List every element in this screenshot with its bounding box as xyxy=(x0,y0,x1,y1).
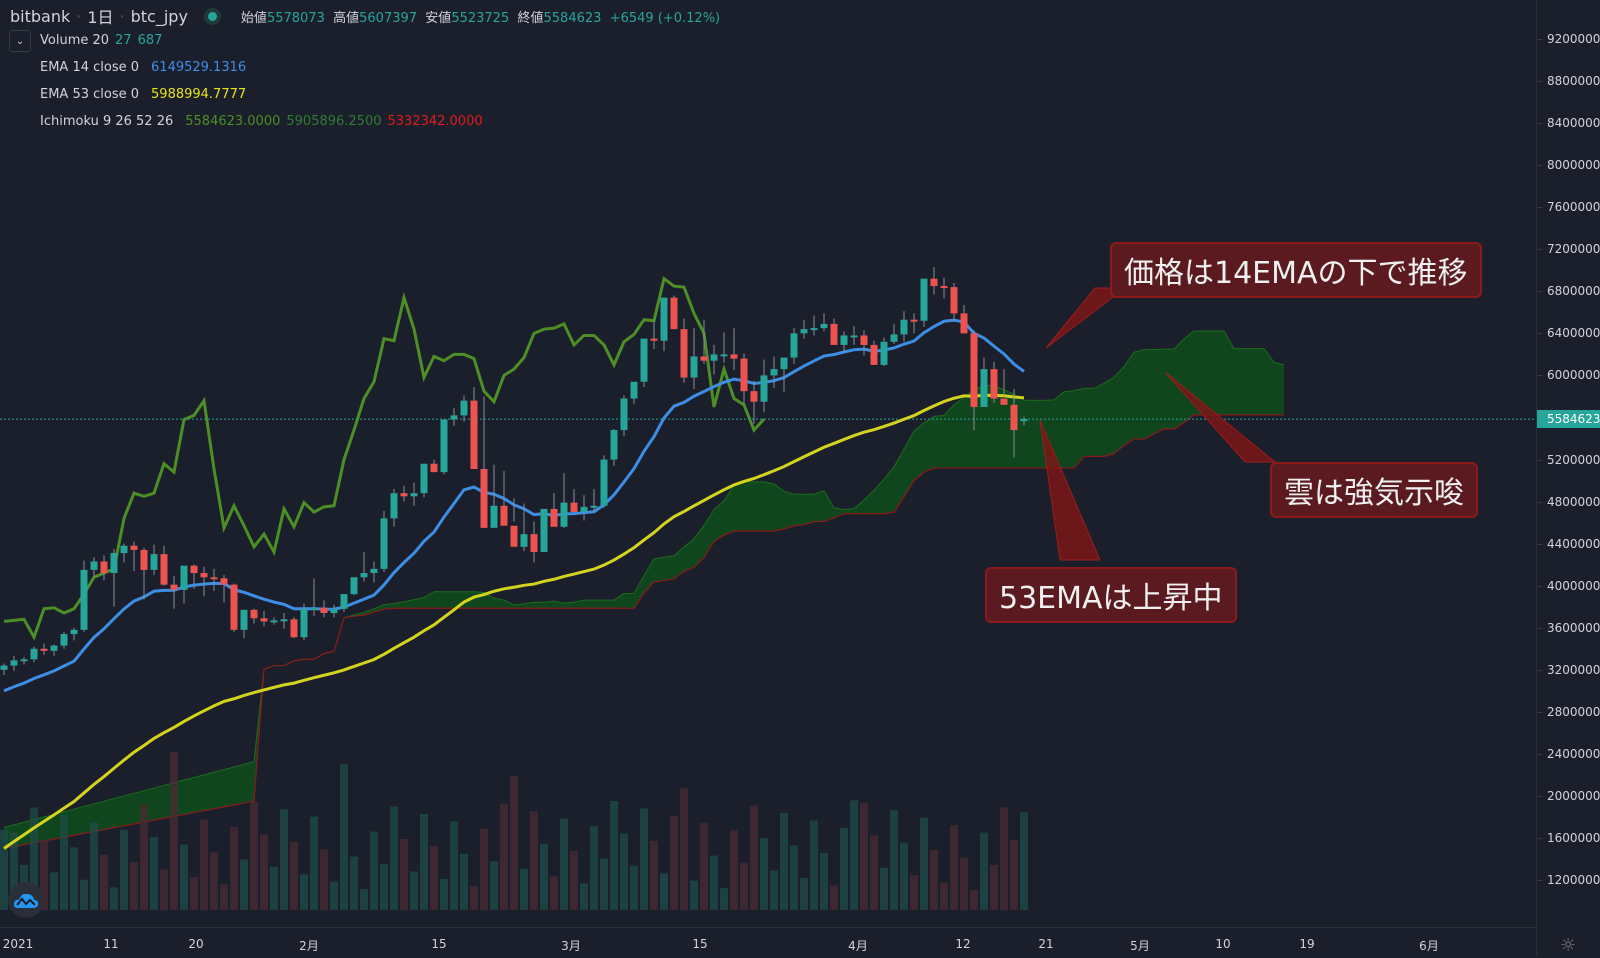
indicator-volume[interactable]: Volume 20 27 687 xyxy=(40,33,163,48)
indicator-ema53[interactable]: EMA 53 close 0 5988994.7777 xyxy=(40,87,247,102)
settings-gear-icon[interactable]: ☼ xyxy=(1560,935,1577,956)
indicator-ema14[interactable]: EMA 14 close 0 6149529.1316 xyxy=(40,60,247,75)
tradingview-logo[interactable] xyxy=(8,882,44,918)
price-tick: 1600000 xyxy=(1536,830,1600,845)
chart-canvas[interactable] xyxy=(0,0,1536,927)
ohlc-values: 始値5578073 高値5607397 安値5523725 終値5584623 … xyxy=(240,10,721,26)
price-tick: 1200000 xyxy=(1536,873,1600,888)
time-tick: 3月 xyxy=(561,939,581,953)
price-tick: 6400000 xyxy=(1536,326,1600,341)
price-tick: 7200000 xyxy=(1536,242,1600,257)
price-tick: 8400000 xyxy=(1536,116,1600,131)
symbol-row[interactable]: bitbank · 1日 · btc_jpy 始値5578073 高値56073… xyxy=(10,4,720,28)
price-tick: 5200000 xyxy=(1536,452,1600,467)
price-axis[interactable]: 9200000 8800000 8400000 8000000 7600000 72000… xyxy=(1536,0,1600,957)
change-value: +6549 (+0.12%) xyxy=(609,10,721,26)
price-tick: 9200000 xyxy=(1536,32,1600,46)
symbol-name[interactable]: btc_jpy xyxy=(130,6,188,26)
price-tick: 6000000 xyxy=(1536,368,1600,383)
cloud-logo-icon xyxy=(13,893,39,908)
time-tick: 20 xyxy=(188,937,204,951)
price-tick: 3200000 xyxy=(1536,662,1600,677)
time-tick: 19 xyxy=(1299,937,1315,951)
interval[interactable]: 1日 xyxy=(87,8,114,27)
exchange-name[interactable]: bitbank xyxy=(10,6,71,26)
time-tick: 12 xyxy=(955,937,971,951)
time-tick: 6月 xyxy=(1419,939,1439,953)
collapse-legend-button[interactable]: ⌄ xyxy=(9,30,31,52)
price-tick: 2400000 xyxy=(1536,746,1600,761)
price-tick: 8000000 xyxy=(1536,158,1600,173)
time-tick: 4月 xyxy=(848,939,868,953)
time-tick: 2021 xyxy=(2,937,34,951)
time-tick: 11 xyxy=(103,937,119,951)
time-tick: 15 xyxy=(692,937,708,951)
time-tick: 5月 xyxy=(1130,939,1150,953)
price-tick: 4400000 xyxy=(1536,536,1600,551)
price-tick: 4000000 xyxy=(1536,578,1600,593)
indicator-ichimoku[interactable]: Ichimoku 9 26 52 26 5584623.0000 5905896… xyxy=(40,114,483,129)
time-axis[interactable]: 2021 11 20 2月 15 3月 15 4月 12 21 5月 10 19 6月 xyxy=(0,927,1536,958)
time-tick: 21 xyxy=(1038,937,1054,951)
price-tick: 6800000 xyxy=(1536,284,1600,299)
chevron-down-icon: ⌄ xyxy=(15,35,25,47)
price-tick: 8800000 xyxy=(1536,74,1600,89)
price-tick: 2800000 xyxy=(1536,704,1600,719)
ichimoku-cloud xyxy=(4,330,1284,849)
price-tick: 7600000 xyxy=(1536,200,1600,215)
time-tick: 10 xyxy=(1215,937,1231,951)
annotation-callout[interactable]: 価格は14EMAの下で推移 xyxy=(1110,242,1482,298)
annotation-callout[interactable]: 53EMAは上昇中 xyxy=(985,567,1237,623)
annotation-callout[interactable]: 雲は強気示唆 xyxy=(1270,462,1478,518)
price-tick: 2000000 xyxy=(1536,788,1600,803)
last-price-label: 5584623 xyxy=(1537,410,1600,429)
market-status-icon xyxy=(207,11,217,21)
time-tick: 15 xyxy=(431,937,447,951)
time-tick: 2月 xyxy=(299,939,319,953)
price-tick: 3600000 xyxy=(1536,620,1600,635)
price-tick: 4800000 xyxy=(1536,494,1600,509)
